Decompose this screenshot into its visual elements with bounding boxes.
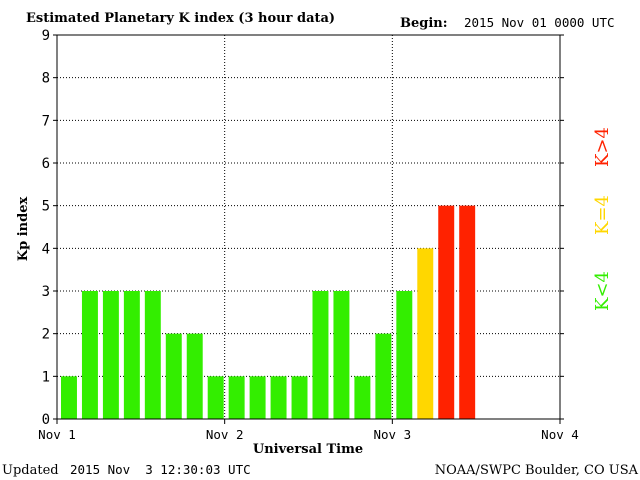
grid-lines	[57, 35, 560, 419]
y-tick-label: 1	[42, 369, 50, 385]
legend-k-above-4: K>4	[592, 127, 613, 167]
y-tick-label: 6	[42, 156, 50, 172]
kp-bar	[438, 205, 455, 419]
begin-label: Begin:	[400, 16, 448, 31]
kp-bar	[291, 376, 308, 419]
updated-label: Updated	[2, 463, 59, 478]
x-tick-label: Nov 3	[374, 427, 412, 442]
legend-k-below-4: K<4	[592, 271, 613, 311]
kp-bar	[333, 291, 350, 419]
y-tick-label: 7	[42, 113, 50, 129]
legend-k-equals-4: K=4	[592, 195, 613, 235]
y-axis-label: Kp index	[16, 197, 31, 262]
kp-bar	[249, 376, 266, 419]
kp-bar	[186, 333, 203, 419]
kp-bar	[144, 291, 161, 419]
source-credit: NOAA/SWPC Boulder, CO USA	[435, 463, 639, 478]
y-ticks: 0 1 2 3 4 5 6 7 8 9	[42, 28, 564, 428]
bars	[61, 205, 476, 419]
x-axis-label: Universal Time	[253, 442, 363, 457]
x-tick-label: Nov 4	[541, 427, 579, 442]
y-tick-label: 0	[42, 412, 50, 428]
x-ticks: Nov 1 Nov 2 Nov 3 Nov 4	[38, 419, 579, 442]
kp-bar	[123, 291, 140, 419]
kp-bar	[270, 376, 287, 419]
kp-bar	[207, 376, 224, 419]
plot-frame	[56, 34, 561, 420]
y-tick-label: 3	[42, 284, 50, 300]
x-tick-label: Nov 1	[38, 427, 76, 442]
y-tick-label: 5	[42, 199, 50, 215]
kp-bar	[396, 291, 413, 419]
updated-value: 2015 Nov 3 12:30:03 UTC	[70, 462, 251, 477]
y-tick-label: 9	[42, 28, 50, 44]
x-tick-label: Nov 2	[206, 427, 244, 442]
y-tick-label: 2	[42, 327, 50, 343]
y-tick-label: 4	[42, 241, 50, 257]
kp-bar	[375, 333, 392, 419]
kp-bar	[417, 248, 434, 419]
y-tick-label: 8	[42, 71, 50, 87]
kp-bar	[102, 291, 119, 419]
kp-bar	[81, 291, 98, 419]
begin-value: 2015 Nov 01 0000 UTC	[464, 15, 615, 30]
kp-bar	[165, 333, 182, 419]
chart-title: Estimated Planetary K index (3 hour data…	[26, 11, 335, 26]
kp-bar	[61, 376, 77, 419]
kp-bar	[459, 205, 476, 419]
kp-bar	[312, 291, 329, 419]
kp-bar	[228, 376, 245, 419]
kp-bar	[354, 376, 371, 419]
